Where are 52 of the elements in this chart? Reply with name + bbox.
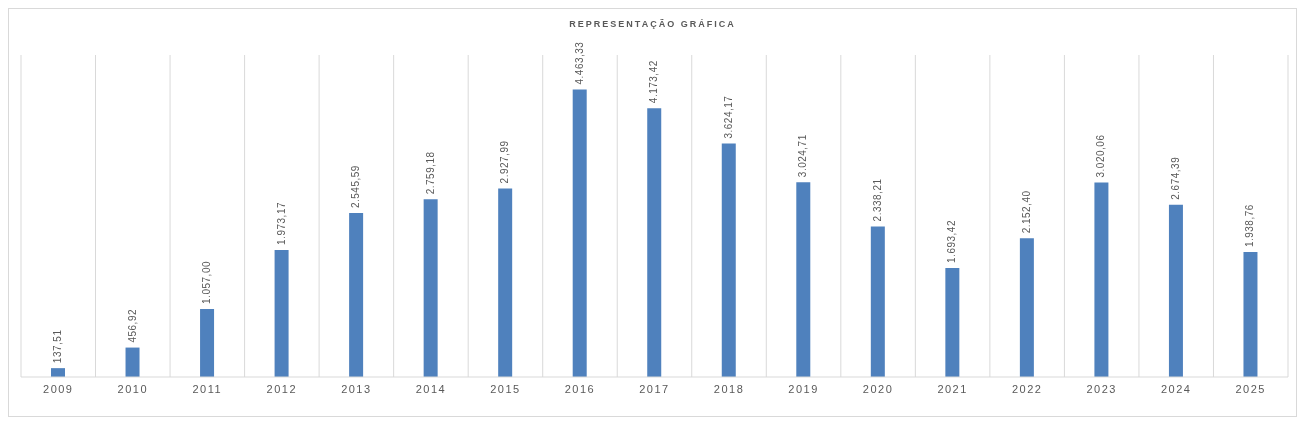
data-label: 2.674,39 bbox=[1169, 156, 1181, 200]
x-tick-label: 2014 bbox=[415, 382, 447, 395]
bar bbox=[945, 267, 960, 377]
bar bbox=[125, 347, 140, 377]
x-tick-label: 2019 bbox=[788, 382, 819, 395]
bar bbox=[572, 89, 587, 377]
bar bbox=[1168, 204, 1183, 377]
data-label: 1.057,00 bbox=[201, 260, 213, 304]
bar bbox=[796, 182, 811, 377]
bar bbox=[1243, 252, 1258, 377]
bar bbox=[423, 199, 438, 377]
bar bbox=[721, 143, 736, 377]
data-label: 3.624,17 bbox=[722, 95, 734, 139]
bar bbox=[1094, 182, 1109, 377]
x-tick-label: 2012 bbox=[266, 382, 298, 395]
x-tick-label: 2011 bbox=[192, 382, 223, 395]
bar bbox=[200, 308, 215, 377]
data-label: 1.693,42 bbox=[946, 219, 958, 263]
bar bbox=[274, 249, 289, 377]
bar bbox=[870, 226, 885, 377]
data-label: 2.927,99 bbox=[499, 140, 511, 184]
data-label: 2.759,18 bbox=[424, 151, 436, 195]
data-label: 2.152,40 bbox=[1020, 190, 1032, 234]
x-tick-label: 2018 bbox=[713, 382, 745, 395]
bar bbox=[1019, 238, 1034, 377]
data-label: 4.173,42 bbox=[648, 60, 660, 104]
bar bbox=[51, 368, 65, 377]
data-label: 1.938,76 bbox=[1244, 204, 1256, 248]
x-tick-label: 2024 bbox=[1160, 382, 1192, 395]
data-label: 4.463,33 bbox=[573, 41, 585, 85]
data-label: 2.338,21 bbox=[871, 178, 883, 222]
x-tick-label: 2021 bbox=[937, 382, 968, 395]
bar bbox=[349, 213, 364, 377]
bar bbox=[498, 188, 513, 377]
x-tick-label: 2020 bbox=[862, 382, 894, 395]
data-label: 3.024,71 bbox=[797, 134, 809, 178]
x-tick-label: 2009 bbox=[43, 382, 74, 395]
chart-title: REPRESENTAÇÃO GRÁFICA bbox=[568, 19, 737, 31]
bar bbox=[647, 108, 662, 377]
data-label: 3.020,06 bbox=[1095, 134, 1107, 178]
x-tick-label: 2017 bbox=[639, 382, 670, 395]
data-label: 1.973,17 bbox=[275, 201, 287, 245]
data-label: 456,92 bbox=[126, 308, 138, 343]
x-tick-label: 2025 bbox=[1235, 382, 1266, 395]
data-label: 2.545,59 bbox=[350, 165, 362, 209]
x-tick-label: 2022 bbox=[1011, 382, 1043, 395]
x-tick-label: 2010 bbox=[117, 382, 149, 395]
x-tick-label: 2023 bbox=[1086, 382, 1117, 395]
x-tick-label: 2015 bbox=[490, 382, 521, 395]
x-tick-label: 2016 bbox=[564, 382, 596, 395]
x-tick-label: 2013 bbox=[341, 382, 372, 395]
data-label: 137,51 bbox=[52, 329, 63, 364]
